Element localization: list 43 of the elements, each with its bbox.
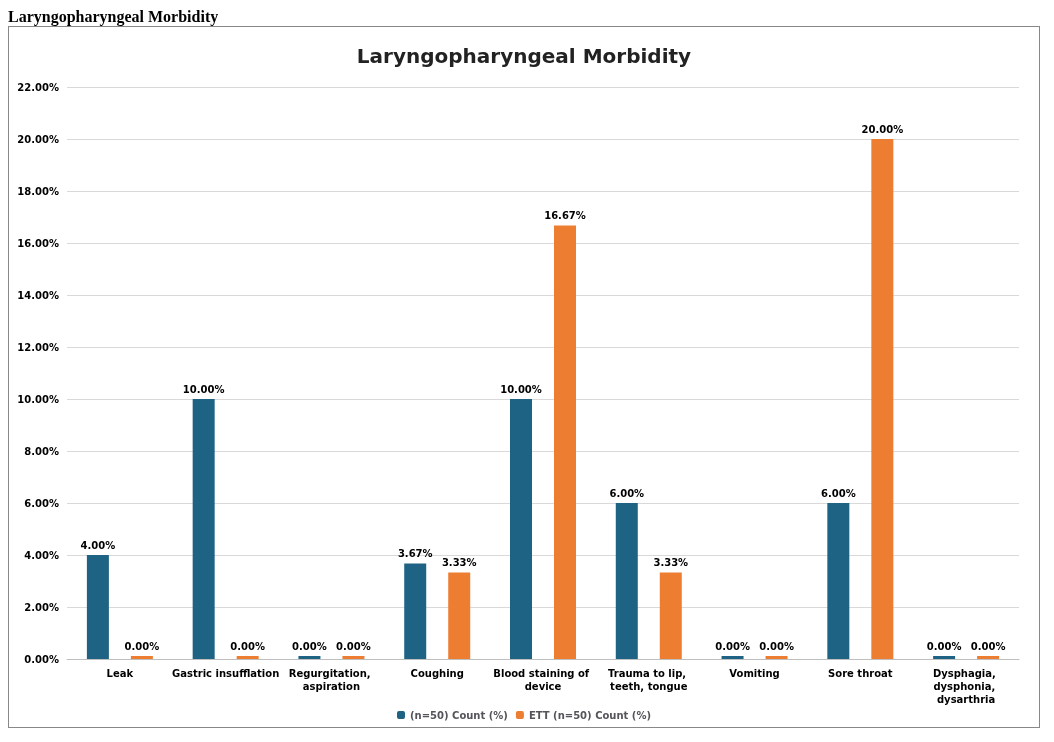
data-label: 16.67% [544,210,586,222]
y-tick-label: 4.00% [24,549,59,561]
x-tick-label: Gastric insufflation [172,668,280,679]
data-label: 6.00% [820,487,856,499]
data-label: 0.00% [124,640,160,652]
data-label: 10.00% [500,383,542,395]
data-label: 0.00% [336,640,371,652]
y-tick-label: 14.00% [17,289,59,301]
y-tick-label: 22.00% [17,81,59,93]
x-tick-label: Sore throat [828,668,893,679]
y-tick-label: 6.00% [24,497,59,509]
text: Laryngopharyngeal Morbidity [8,8,220,26]
x-tick-label: Dysphagia, dysphonia, dysarthria [932,668,1000,705]
data-label: 3.67% [397,548,433,560]
data-label: 3.33% [653,556,689,568]
data-label: 3.33% [441,556,477,568]
data-label: 0.00% [759,640,794,652]
x-tick-label: Coughing [410,668,464,679]
y-tick-label: 12.00% [17,341,59,353]
y-tick-label: 0.00% [24,653,59,665]
x-tick-label: Vomiting [729,668,780,679]
x-tick-label: Blood staining of device [493,668,593,692]
data-label: 0.00% [715,640,750,652]
legend-label: (n=50) Count (%) [410,709,508,721]
y-tick-label: 8.00% [24,445,59,457]
x-tick-label: Regurgitation, aspiration [288,668,375,692]
y-tick-label: 18.00% [17,185,59,197]
x-tick-label: Trauma to lip, teeth, tongue [607,668,690,692]
data-label: 20.00% [861,123,904,135]
data-label: 0.00% [230,640,266,652]
data-label: 0.00% [926,640,962,652]
data-label: 4.00% [80,539,116,551]
data-label: 10.00% [182,383,225,395]
x-tick-label: Leak [106,668,134,679]
chart-title: Laryngopharyngeal Morbidity [356,44,692,68]
data-label: 0.00% [292,640,327,652]
data-label: 6.00% [609,487,645,499]
data-label: 0.00% [970,640,1006,652]
y-tick-label: 10.00% [17,393,59,405]
legend-label: ETT (n=50) Count (%) [528,709,651,721]
y-tick-label: 16.00% [17,237,59,249]
y-tick-label: 2.00% [24,601,59,613]
y-tick-label: 20.00% [17,133,59,145]
